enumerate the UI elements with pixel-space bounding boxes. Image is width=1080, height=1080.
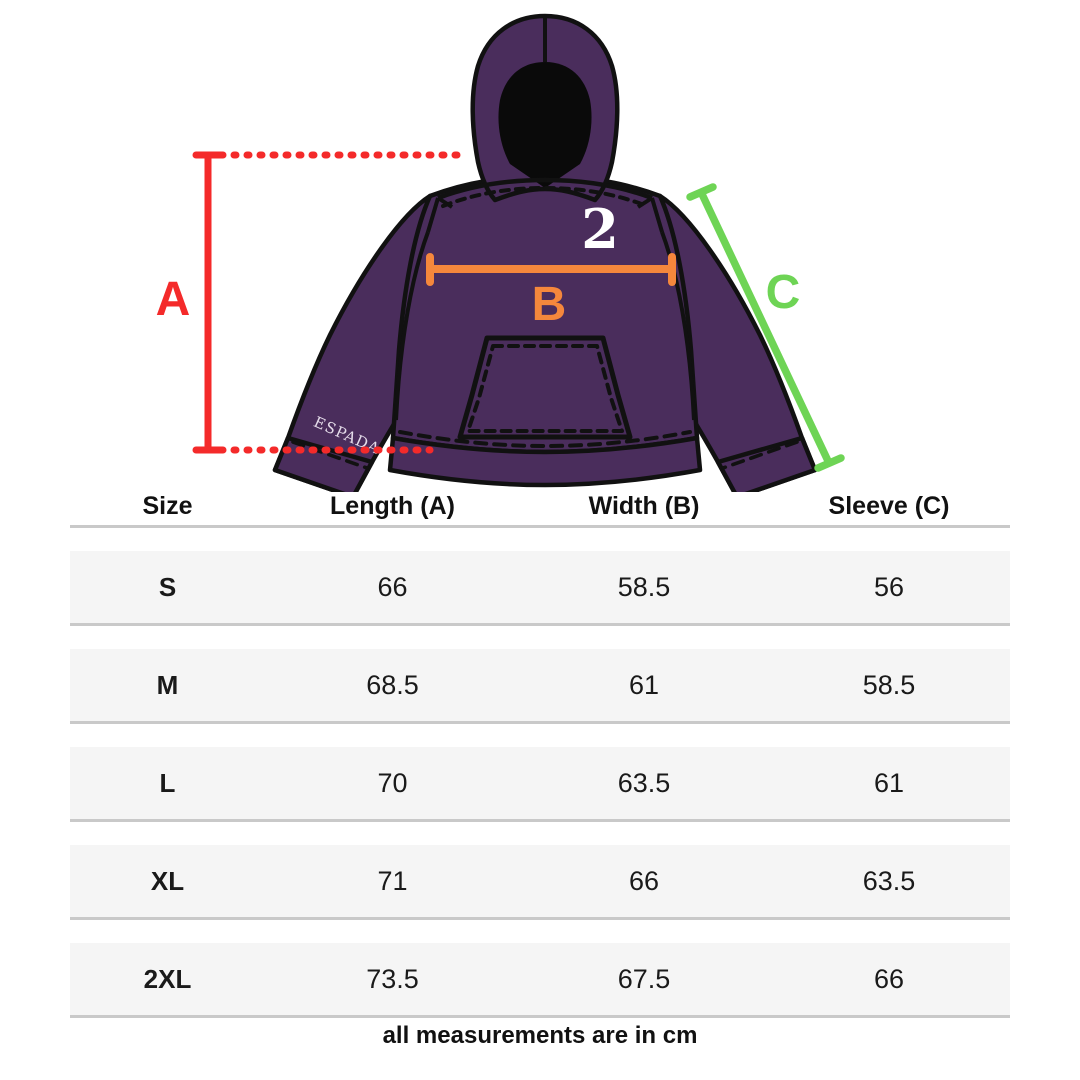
- cell-size: M: [156, 669, 179, 700]
- cell-sleeve: 66: [873, 963, 905, 994]
- chest-logo: 2: [581, 197, 619, 261]
- column-header-width: Width (B): [588, 492, 700, 520]
- table-header-row: Size Length (A) Width (B) Sleeve (C): [70, 483, 1010, 528]
- cell-sleeve: 58.5: [862, 669, 916, 700]
- cell-sleeve: 56: [873, 571, 905, 602]
- cell-length: 73.5: [366, 963, 419, 994]
- cell-size: XL: [150, 865, 185, 896]
- cell-length: 68.5: [366, 669, 419, 700]
- column-header-size: Size: [142, 492, 193, 520]
- measurement-unit-note: all measurements are in cm: [382, 1022, 698, 1049]
- column-header-sleeve: Sleeve (C): [828, 492, 950, 520]
- cell-sleeve: 61: [873, 767, 905, 798]
- cell-width: 67.5: [617, 963, 671, 994]
- cell-length: 71: [377, 865, 408, 896]
- table-row: 2XL 73.5 67.5 66: [70, 943, 1010, 1018]
- cell-sleeve: 63.5: [862, 865, 916, 896]
- table-row: S 66 58.5 56: [70, 551, 1010, 626]
- measurement-b-width: B: [426, 253, 676, 331]
- cell-size: 2XL: [143, 963, 192, 994]
- cell-length: 70: [377, 767, 408, 798]
- measurement-a-length: A: [156, 151, 469, 454]
- cell-width: 61: [628, 669, 660, 700]
- cell-width: 63.5: [617, 767, 671, 798]
- cell-size: S: [158, 571, 177, 602]
- table-row: L 70 63.5 61: [70, 747, 1010, 822]
- svg-text:2: 2: [581, 197, 619, 261]
- table-row: M 68.5 61 58.5: [70, 649, 1010, 724]
- measurement-c-sleeve: C: [686, 183, 845, 472]
- cell-width: 66: [628, 865, 660, 896]
- measurement-b-label: B: [532, 278, 567, 331]
- column-header-length: Length (A): [330, 492, 455, 520]
- cell-length: 66: [377, 571, 408, 602]
- measurement-c-label: C: [766, 266, 801, 319]
- hoodie-illustration: 2 ESPADA A: [0, 0, 1080, 492]
- size-table: Size Length (A) Width (B) Sleeve (C) S 6…: [0, 483, 1080, 1018]
- measurement-a-label: A: [156, 273, 191, 326]
- cell-size: L: [159, 767, 176, 798]
- table-row: XL 71 66 63.5: [70, 845, 1010, 920]
- cell-width: 58.5: [617, 571, 671, 602]
